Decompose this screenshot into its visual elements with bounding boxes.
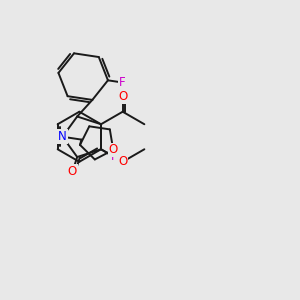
Text: F: F	[119, 76, 126, 89]
Text: O: O	[118, 90, 127, 103]
Text: N: N	[58, 130, 67, 143]
Text: O: O	[68, 165, 77, 178]
Text: O: O	[109, 143, 118, 156]
Text: O: O	[118, 155, 127, 168]
Text: F: F	[110, 150, 117, 163]
